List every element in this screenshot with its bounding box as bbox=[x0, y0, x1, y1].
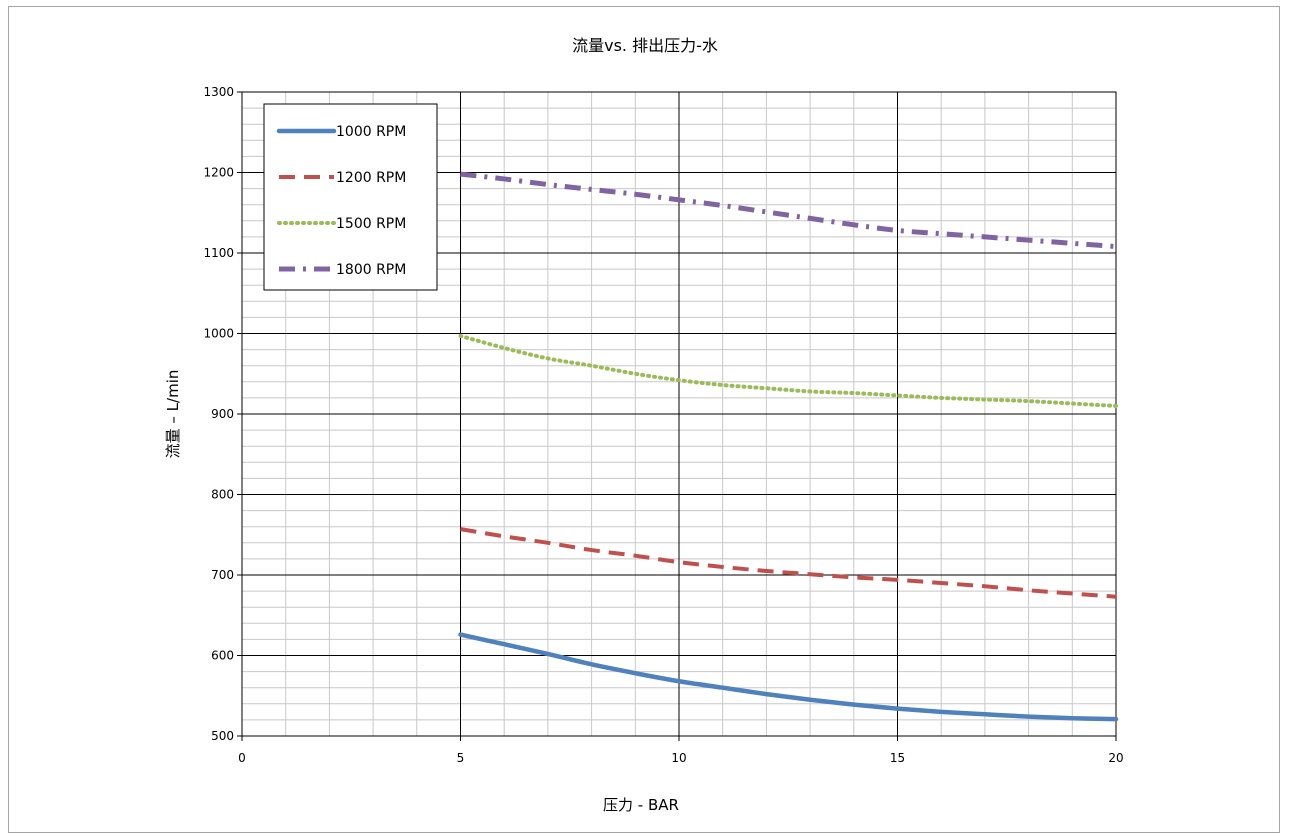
legend-label: 1200 RPM bbox=[336, 170, 406, 186]
legend-label: 1500 RPM bbox=[336, 216, 406, 232]
legend: 1000 RPM 1200 RPM 1500 RPM 1800 RPM bbox=[263, 103, 438, 291]
chart-title: 流量vs. 排出压力-水 bbox=[572, 36, 718, 55]
chart-frame bbox=[8, 6, 1280, 833]
series-line-1800-rpm bbox=[460, 171, 1117, 250]
y-tick-label: 800 bbox=[211, 488, 234, 502]
y-tick-label: 900 bbox=[211, 407, 234, 421]
y-tick-label: 1000 bbox=[203, 327, 234, 341]
series-layer bbox=[458, 171, 1119, 722]
y-tick-label: 700 bbox=[211, 568, 234, 582]
x-tick-label: 5 bbox=[457, 751, 465, 765]
y-tick-label: 600 bbox=[211, 649, 234, 663]
x-tick-label: 20 bbox=[1108, 751, 1123, 765]
series-line-1500-rpm bbox=[458, 333, 1118, 408]
series-line-1000-rpm bbox=[458, 632, 1119, 722]
y-tick-label: 1100 bbox=[203, 246, 234, 260]
legend-label: 1800 RPM bbox=[336, 262, 406, 278]
y-tick-label: 1200 bbox=[203, 166, 234, 180]
y-tick-label: 500 bbox=[211, 729, 234, 743]
y-axis-ticks: 500 600 700 800 900 1000 1100 1200 1300 bbox=[203, 85, 242, 743]
legend-label: 1000 RPM bbox=[336, 124, 406, 140]
legend-box bbox=[263, 103, 438, 291]
y-axis-title: 流量 – L/min bbox=[164, 370, 182, 459]
x-axis-title: 压力 - BAR bbox=[603, 796, 679, 814]
x-axis-ticks: 0 5 10 15 20 bbox=[238, 736, 1124, 765]
x-tick-label: 10 bbox=[671, 751, 686, 765]
x-tick-label: 15 bbox=[890, 751, 905, 765]
series-line-1200-rpm bbox=[460, 527, 1117, 599]
y-tick-label: 1300 bbox=[203, 85, 234, 99]
x-tick-label: 0 bbox=[238, 751, 246, 765]
